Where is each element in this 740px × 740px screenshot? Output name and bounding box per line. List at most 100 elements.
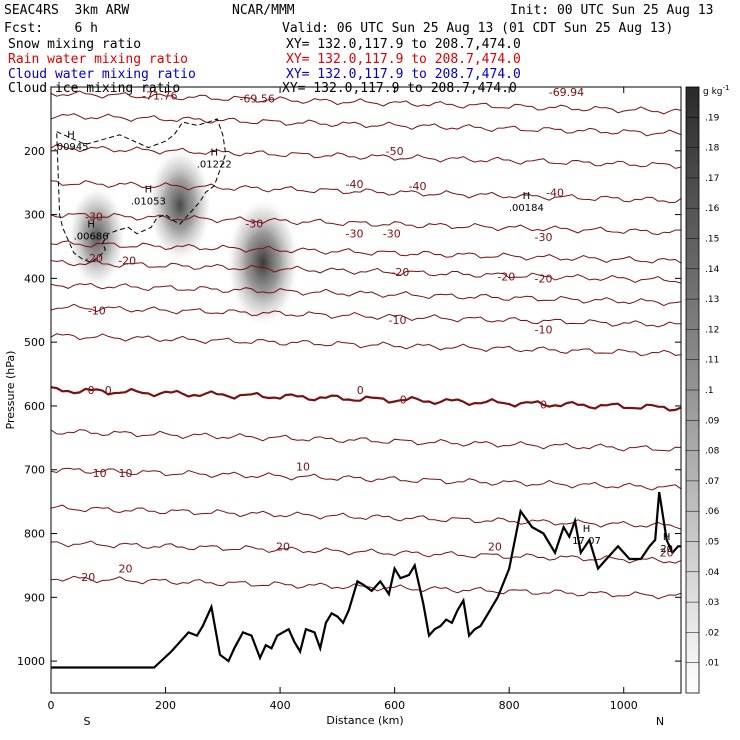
isotherm-line-10 — [51, 386, 681, 412]
field-cloud-water-xy: XY= 132.0,117.9 to 208.7,474.0 — [286, 67, 521, 82]
x-tick-label-2: 400 — [270, 699, 291, 712]
contour-label-27: 10 — [296, 461, 310, 474]
isotherm-line-5 — [51, 240, 681, 264]
maxima-labels: H.00945 H.01222H.01053H.00184H.00686H17.0… — [54, 130, 674, 555]
x-tick-label-1: 200 — [155, 699, 176, 712]
x-tick-label-4: 800 — [499, 699, 520, 712]
y-tick-label-4: 600 — [24, 400, 45, 413]
isotherm-line-2 — [51, 144, 681, 169]
y-tick-label-1: 300 — [24, 209, 45, 222]
max-value-3: .00184 — [509, 203, 544, 214]
contour-label-15: -20 — [497, 270, 515, 283]
y-tick-label-6: 800 — [24, 528, 45, 541]
y-tick-label-7: 900 — [24, 591, 45, 604]
colorbar-tick-label-6: .07 — [705, 477, 719, 487]
snow-maximum-1 — [147, 147, 213, 263]
contour-label-21: 0 — [105, 384, 112, 397]
colorbar-tick-label-1: .02 — [705, 628, 719, 638]
contour-label-14: -20 — [391, 266, 409, 279]
colorbar-tick-label-3: .04 — [705, 568, 720, 578]
contour-label-11: -30 — [535, 231, 553, 244]
max-mark-2: H — [145, 184, 153, 195]
center-label: NCAR/MMM — [232, 3, 295, 18]
contour-label-24: 0 — [540, 399, 547, 412]
y-tick-label-3: 500 — [24, 336, 45, 349]
contour-label-26: 10 — [118, 467, 132, 480]
colorbar-unit: g kg-1 — [703, 84, 729, 97]
contour-label-16: -20 — [535, 272, 553, 285]
contour-label-28: 20 — [276, 540, 290, 553]
x-end-north: N — [656, 715, 664, 728]
y-tick-label-8: 1000 — [17, 655, 45, 668]
contour-label-19: -10 — [535, 323, 553, 336]
contour-labels: -71.76 -69.56 -69.94 -50 -40 -40 -40 -30 -30 -30 -… — [81, 86, 673, 584]
max-mark-4: H — [87, 220, 95, 231]
contour-label-32: 20 — [660, 547, 674, 560]
colorbar-tick-label-17: .18 — [705, 144, 720, 154]
max-mark-3: H — [523, 191, 531, 202]
model-title: SEAC4RS 3km ARW — [4, 3, 130, 18]
max-value-2: .01053 — [131, 196, 166, 207]
contour-label-7: -30 — [85, 210, 103, 223]
field-cloud-ice-label: Cloud ice mixing ratio — [8, 81, 181, 96]
contour-label-29: 20 — [488, 540, 502, 553]
max-value-5: 17.07 — [572, 536, 601, 547]
field-cloud-water-label: Cloud water mixing ratio — [8, 67, 196, 82]
y-axis-label: Pressure (hPa) — [4, 351, 17, 430]
snow-maximum-0 — [226, 197, 300, 328]
x-axis-label: Distance (km) — [326, 714, 403, 727]
snow-shading-layer — [67, 147, 300, 328]
isotherm-line-8 — [51, 303, 681, 328]
colorbar-tick-label-11: .12 — [705, 325, 719, 335]
field-snow-xy: XY= 132.0,117.9 to 208.7,474.0 — [286, 37, 521, 52]
x-tick-label-5: 1000 — [610, 699, 638, 712]
isotherm-line-14 — [51, 540, 681, 564]
colorbar-tick-label-7: .08 — [705, 447, 720, 457]
isotherm-line-7 — [51, 282, 681, 307]
contour-label-5: -40 — [409, 180, 427, 193]
contour-label-2: -69.94 — [549, 86, 584, 99]
isotherm-line-12 — [51, 467, 681, 491]
field-snow-label: Snow mixing ratio — [8, 37, 142, 52]
contour-label-17: -10 — [88, 304, 106, 317]
colorbar-tick-label-18: .19 — [705, 113, 720, 123]
colorbar-tick-label-4: .05 — [705, 538, 719, 548]
colorbar-unit-exponent: -1 — [723, 84, 730, 92]
x-axis-ticks: 0 200 400 600 800 1000 — [48, 87, 638, 712]
forecast-hour: Fcst: 6 h — [4, 21, 98, 36]
colorbar-tick-label-10: .11 — [705, 356, 719, 366]
max-mark-1: H — [210, 147, 218, 158]
y-tick-label-2: 400 — [24, 272, 45, 285]
colorbar-tick-label-9: .1 — [705, 386, 714, 396]
plot-frame — [50, 86, 682, 694]
y-tick-label-0: 200 — [24, 145, 45, 158]
x-tick-label-3: 600 — [384, 699, 405, 712]
max-value-0: .00945 — [54, 142, 89, 153]
contour-label-0: -71.76 — [142, 89, 177, 102]
contour-label-23: 0 — [400, 394, 407, 407]
contour-label-30: 20 — [118, 563, 132, 576]
colorbar-tick-label-5: .06 — [705, 507, 720, 517]
colorbar-tick-label-12: .13 — [705, 295, 719, 305]
contour-label-9: -30 — [346, 228, 364, 241]
max-value-4: .00686 — [74, 232, 109, 243]
contour-label-20: 0 — [88, 384, 95, 397]
contour-label-25: 10 — [93, 467, 107, 480]
x-end-south: S — [84, 715, 91, 728]
field-rain-label: Rain water mixing ratio — [8, 52, 189, 67]
isotherm-line-6 — [51, 259, 681, 284]
colorbar-tick-label-8: .09 — [705, 416, 720, 426]
max-value-1: .01222 — [197, 159, 232, 170]
x-tick-label-0: 0 — [48, 699, 55, 712]
isotherm-line-11 — [51, 429, 681, 452]
contour-label-22: 0 — [357, 384, 364, 397]
colorbar-tick-label-13: .14 — [705, 265, 720, 275]
colorbar-tick-label-2: .03 — [705, 598, 719, 608]
contour-label-10: -30 — [383, 228, 401, 241]
contour-label-8: -30 — [245, 218, 263, 231]
contour-label-3: -50 — [386, 145, 404, 158]
isotherm-line-3 — [51, 180, 681, 204]
colorbar-tick-label-14: .15 — [705, 235, 719, 245]
